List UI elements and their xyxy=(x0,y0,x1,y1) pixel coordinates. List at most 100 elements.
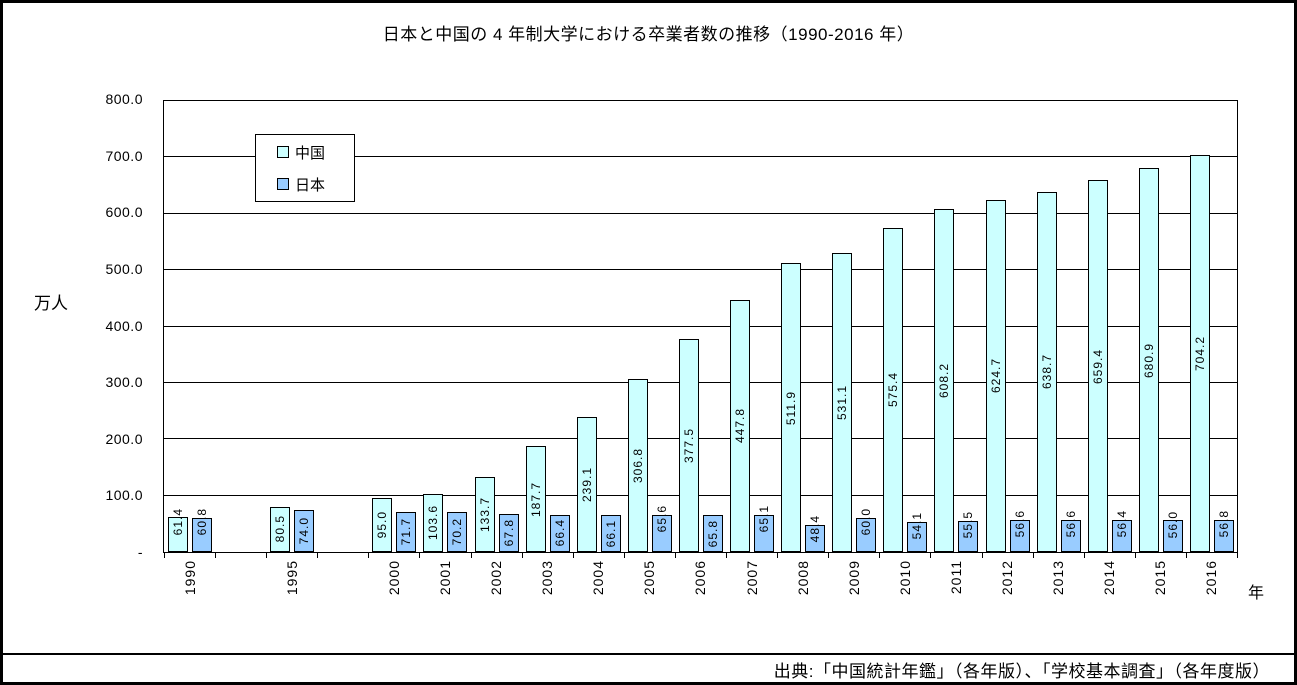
bar-japan-2006 xyxy=(702,514,723,552)
bar-value-text: 680.9 xyxy=(1141,342,1156,378)
x-tick xyxy=(368,553,370,558)
bar-japan-2015 xyxy=(1162,520,1183,552)
bar-value-label-japan-2005: 65.6 xyxy=(652,505,672,532)
bar-value-text: 66.1 xyxy=(603,519,618,547)
bar-value-text: 65.6 xyxy=(654,505,669,533)
year-label-text: 2006 xyxy=(692,560,709,596)
bar-value-label-china-2002: 133.7 xyxy=(475,497,495,532)
bar-value-text: 624.7 xyxy=(988,358,1003,394)
bar-value-text: 60.0 xyxy=(859,508,874,536)
year-label-text: 1990 xyxy=(181,560,198,596)
y-axis-unit-label: 万人 xyxy=(34,294,68,313)
bar-value-label-japan-2008: 48.4 xyxy=(805,515,825,542)
x-tick xyxy=(623,553,625,558)
bar-china-2011 xyxy=(934,209,955,552)
year-label-text: 2014 xyxy=(1101,560,1118,596)
bar-japan-1990 xyxy=(192,517,212,552)
year-label-2015: 2015 xyxy=(1135,560,1186,618)
year-label-2016: 2016 xyxy=(1186,560,1237,618)
bar-value-label-china-1995: 80.5 xyxy=(270,515,290,542)
bar-japan-1995 xyxy=(294,510,315,552)
bar-value-text: 56.6 xyxy=(1063,510,1078,538)
bar-japan-2007 xyxy=(754,515,775,552)
bar-china-2010 xyxy=(883,227,904,552)
japan-series-swatch-icon xyxy=(277,178,289,190)
bar-value-text: 61.4 xyxy=(171,507,185,535)
bar-china-2016 xyxy=(1189,155,1210,552)
bar-value-label-china-2015: 680.9 xyxy=(1139,343,1159,378)
bar-value-label-china-2000: 95.0 xyxy=(372,511,392,538)
year-label-1995: 1995 xyxy=(266,560,317,618)
year-label-text: 2012 xyxy=(999,560,1016,596)
x-tick xyxy=(879,553,881,558)
year-label-2012: 2012 xyxy=(982,560,1033,618)
x-tick xyxy=(1032,553,1034,558)
bar-value-text: 66.4 xyxy=(552,519,567,547)
bar-value-label-china-2012: 624.7 xyxy=(986,358,1006,393)
bar-value-text: 65.8 xyxy=(705,519,720,547)
gridline-300 xyxy=(164,381,1237,383)
y-tick-label: 100.0 xyxy=(105,487,143,504)
y-tick-label: - xyxy=(137,544,143,560)
x-tick xyxy=(981,553,983,558)
bar-china-2009 xyxy=(832,252,853,552)
chart-title: 日本と中国の 4 年制大学における卒業者数の推移（1990-2016 年） xyxy=(382,25,915,44)
bar-value-text: 60.8 xyxy=(195,507,209,536)
bar-value-label-china-2016: 704.2 xyxy=(1190,336,1210,371)
gridline-500 xyxy=(164,269,1237,271)
bar-value-text: 70.2 xyxy=(450,518,465,546)
bar-value-text: 67.8 xyxy=(501,519,516,547)
y-tick-label: 200.0 xyxy=(105,430,143,447)
x-tick xyxy=(266,553,268,558)
bar-value-text: 80.5 xyxy=(273,515,288,543)
year-label-text: 2005 xyxy=(641,560,658,596)
bar-china-1995 xyxy=(270,506,291,552)
year-label-2008: 2008 xyxy=(777,560,828,618)
x-tick xyxy=(726,553,728,558)
x-axis-unit-label: 年 xyxy=(1248,585,1265,602)
year-label-2005: 2005 xyxy=(624,560,675,618)
bar-value-text: 187.7 xyxy=(528,481,543,517)
bar-value-text: 74.0 xyxy=(297,517,312,545)
bar-value-text: 531.1 xyxy=(835,384,850,420)
year-label-text: 1995 xyxy=(283,560,300,596)
year-label-1990: 1990 xyxy=(164,560,215,618)
bar-value-text: 56.8 xyxy=(1216,510,1231,538)
bar-japan-2003 xyxy=(549,514,570,552)
legend-label-china: 中国 xyxy=(295,144,326,162)
bar-value-label-china-2004: 239.1 xyxy=(577,467,597,502)
y-tick-label: 700.0 xyxy=(105,147,143,164)
year-label-text: 2003 xyxy=(539,560,556,596)
year-label-2003: 2003 xyxy=(522,560,573,618)
bar-value-label-china-2001: 103.6 xyxy=(423,505,443,540)
bar-value-label-japan-2009: 60.0 xyxy=(856,508,876,535)
year-label-2004: 2004 xyxy=(573,560,624,618)
bar-value-text: 56.4 xyxy=(1114,510,1129,538)
bar-value-text: 65.1 xyxy=(757,505,772,533)
bar-value-label-japan-2001: 70.2 xyxy=(447,518,467,545)
bar-japan-2002 xyxy=(498,513,519,552)
bar-value-label-japan-2003: 66.4 xyxy=(550,519,570,546)
bar-china-2001 xyxy=(423,493,444,552)
year-label-2001: 2001 xyxy=(419,560,470,618)
year-label-2013: 2013 xyxy=(1033,560,1084,618)
year-label-text: 2004 xyxy=(590,560,607,596)
x-tick xyxy=(1083,553,1085,558)
china-series-swatch-icon xyxy=(277,146,289,158)
year-label-text: 2002 xyxy=(488,560,505,596)
bar-value-label-japan-2011: 55.5 xyxy=(958,511,978,538)
year-label-text: 2010 xyxy=(896,560,913,596)
bar-value-label-japan-2014: 56.4 xyxy=(1112,510,1132,537)
bar-china-2007 xyxy=(730,299,751,552)
bar-china-2012 xyxy=(985,199,1006,552)
x-tick xyxy=(521,553,523,558)
bar-value-text: 447.8 xyxy=(733,408,748,444)
y-tick-label: 500.0 xyxy=(105,260,143,277)
bar-value-text: 575.4 xyxy=(886,372,901,408)
legend-label-japan: 日本 xyxy=(295,176,326,194)
year-label-text: 2009 xyxy=(845,560,862,596)
bar-value-text: 56.0 xyxy=(1165,510,1180,538)
bar-japan-2012 xyxy=(1009,520,1030,552)
legend-item-china: 中国 xyxy=(277,142,354,163)
